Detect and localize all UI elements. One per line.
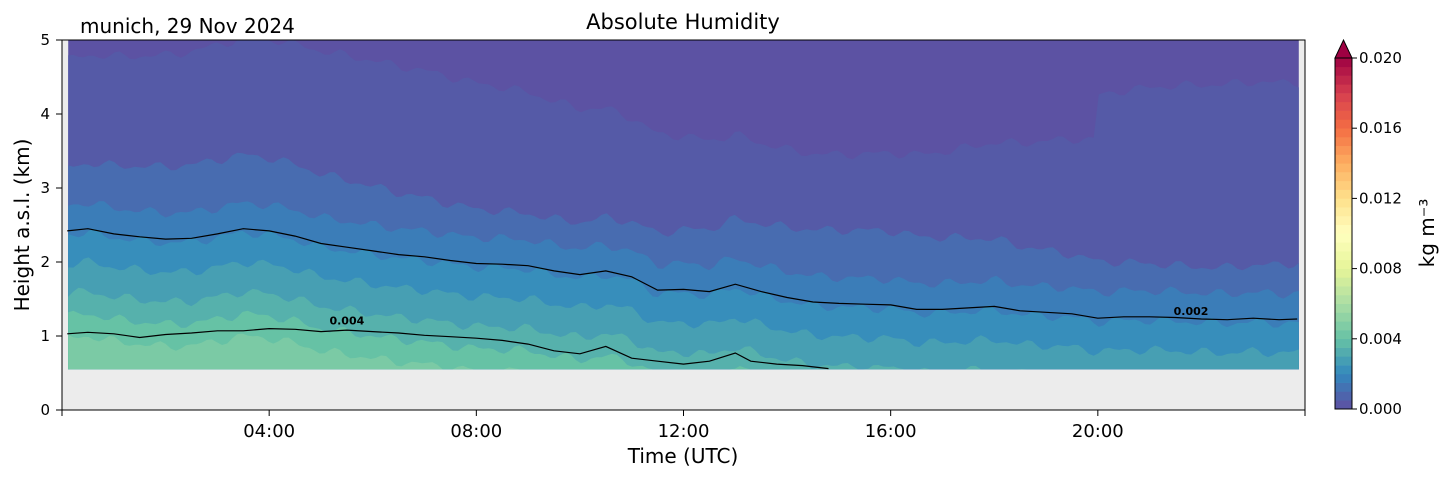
colorbar-segment <box>1335 198 1352 208</box>
colorbar-segment <box>1335 215 1352 226</box>
colorbar-segment <box>1335 154 1352 164</box>
colorbar-segment <box>1335 224 1352 234</box>
colorbar-segment <box>1335 242 1352 252</box>
colorbar-segment <box>1335 58 1352 68</box>
colorbar-segment <box>1335 400 1352 410</box>
colorbar-segment <box>1335 338 1352 348</box>
colorbar-segment <box>1335 233 1352 243</box>
colorbar: 0.000 0.004 0.008 0.012 0.016 0.020 <box>1334 38 1402 418</box>
colorbar-segment <box>1335 286 1352 296</box>
y-tick-label: 0 <box>40 401 50 419</box>
colorbar-segment <box>1335 321 1352 331</box>
humidity-bands <box>68 40 1299 370</box>
colorbar-segment <box>1335 277 1352 287</box>
y-axis: 0 1 2 3 4 5 <box>40 31 62 419</box>
colorbar-tick-label: 0.008 <box>1359 260 1402 278</box>
colorbar-segment <box>1335 93 1352 103</box>
colorbar-segment <box>1335 145 1352 155</box>
contour-lines: 0.002 0.004 <box>67 228 1298 370</box>
colorbar-segment <box>1335 330 1352 340</box>
y-tick-label: 4 <box>40 105 50 123</box>
contour-line-0.002 <box>67 228 1298 321</box>
colorbar-segment <box>1335 163 1352 173</box>
colorbar-segment <box>1335 172 1352 182</box>
colorbar-segment <box>1335 347 1352 357</box>
colorbar-segment <box>1335 119 1352 129</box>
colorbar-segment <box>1335 303 1352 313</box>
colorbar-tick-label: 0.000 <box>1359 400 1402 418</box>
x-tick-label: 04:00 <box>243 421 295 442</box>
colorbar-segment <box>1335 136 1352 147</box>
colorbar-segment <box>1335 66 1352 76</box>
colorbar-tick-label: 0.020 <box>1359 49 1402 67</box>
colorbar-segment <box>1335 373 1352 383</box>
colorbar-segment <box>1335 294 1352 304</box>
x-axis: 04:00 08:00 12:00 16:00 20:00 <box>61 410 1306 442</box>
y-tick-label: 3 <box>40 179 50 197</box>
plot-area: 0.002 0.004 <box>61 39 1306 411</box>
colorbar-segment <box>1335 180 1352 190</box>
contour-label-0.004: 0.004 <box>329 314 364 327</box>
colorbar-label: kg m⁻³ <box>1415 199 1439 268</box>
colorbar-segment <box>1335 259 1352 269</box>
contour-line-0.004 <box>67 327 829 370</box>
colorbar-segment <box>1335 268 1352 278</box>
location-date-label: munich, 29 Nov 2024 <box>80 14 295 38</box>
colorbar-segment <box>1335 189 1352 199</box>
x-tick-label: 08:00 <box>450 421 502 442</box>
x-tick-label: 20:00 <box>1072 421 1124 442</box>
chart-title: Absolute Humidity <box>586 10 780 34</box>
x-tick-label: 12:00 <box>658 421 710 442</box>
colorbar-segment <box>1335 84 1352 94</box>
y-tick-label: 2 <box>40 253 50 271</box>
colorbar-tick-label: 0.016 <box>1359 119 1402 137</box>
colorbar-segment <box>1335 251 1352 261</box>
y-tick-label: 5 <box>40 31 50 49</box>
colorbar-segment <box>1335 75 1352 85</box>
humidity-band <box>68 310 1299 370</box>
colorbar-segment <box>1335 101 1352 111</box>
colorbar-segment <box>1335 312 1352 322</box>
x-tick-label: 16:00 <box>865 421 917 442</box>
colorbar-extend-arrow <box>1334 38 1353 59</box>
colorbar-segment <box>1335 207 1352 217</box>
colorbar-tick-label: 0.004 <box>1359 330 1402 348</box>
colorbar-frame <box>1334 57 1353 410</box>
colorbar-segment <box>1335 391 1352 401</box>
colorbar-segment <box>1335 365 1352 375</box>
colorbar-tick-label: 0.012 <box>1359 189 1402 207</box>
humidity-band <box>68 333 1299 370</box>
colorbar-segment <box>1335 110 1352 120</box>
colorbar-segment <box>1335 382 1352 392</box>
colorbar-segment <box>1335 356 1352 366</box>
y-axis-label: Height a.s.l. (km) <box>10 139 34 312</box>
x-axis-label: Time (UTC) <box>627 444 739 468</box>
contour-label-0.002: 0.002 <box>1174 305 1209 318</box>
y-tick-label: 1 <box>40 327 50 345</box>
colorbar-segment <box>1335 128 1352 138</box>
